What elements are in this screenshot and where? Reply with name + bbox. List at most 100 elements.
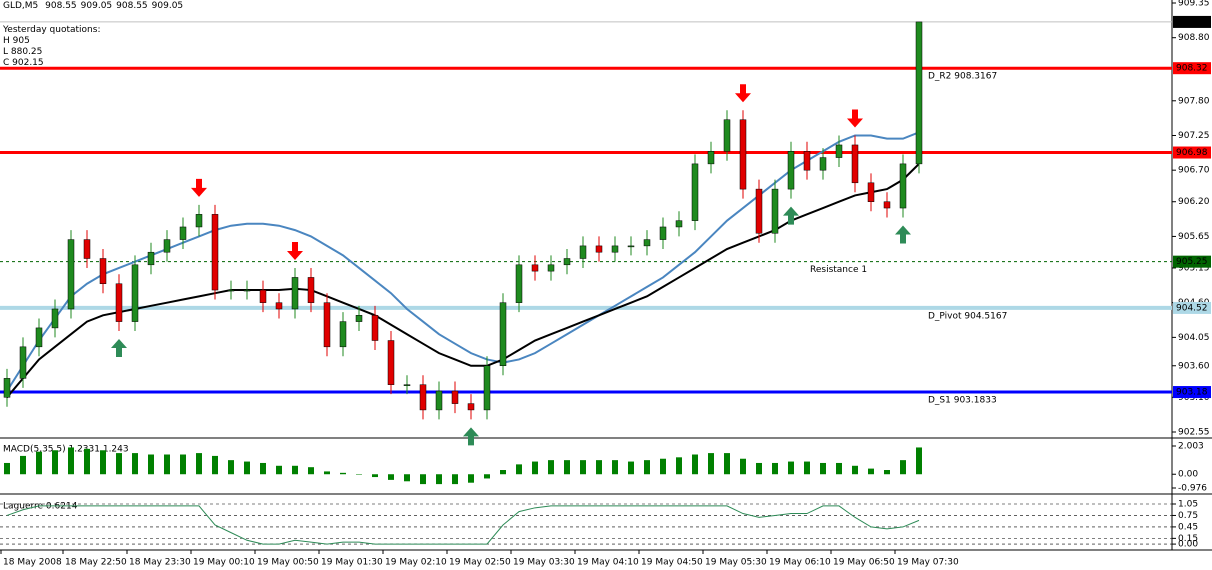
macd-bar — [388, 474, 394, 480]
x-tick-label: 18 May 2008 — [3, 558, 62, 568]
macd-bar — [548, 460, 554, 475]
macd-bar — [676, 457, 682, 475]
note: Yesterday quotations: — [3, 25, 101, 35]
y-tick-label: 0.00 — [1178, 540, 1198, 550]
macd-bar — [724, 453, 730, 475]
candle-body — [755, 188, 763, 234]
x-tick-label: 19 May 04:10 — [577, 558, 639, 568]
candle-body — [899, 163, 907, 209]
y-tick-label: 906.20 — [1178, 197, 1210, 207]
x-tick-label: 19 May 05:30 — [705, 558, 767, 568]
candle-body — [147, 251, 155, 266]
y-tick-label: 2.003 — [1178, 442, 1204, 452]
candle-body — [915, 21, 923, 165]
candle-body — [835, 144, 843, 158]
candle-body — [723, 119, 731, 152]
macd-bar — [564, 460, 570, 475]
x-tick-label: 19 May 00:50 — [257, 558, 319, 568]
level-box — [1173, 255, 1211, 268]
macd-bar — [612, 460, 618, 475]
candle-body — [179, 226, 187, 240]
macd-bar — [868, 468, 874, 475]
macd-bar — [436, 474, 442, 485]
macd-bar — [20, 455, 26, 475]
y-tick-label: 904.05 — [1178, 333, 1210, 343]
macd-bar — [884, 470, 890, 475]
yesterday-block: Yesterday quotations: H 905 L 880.25 C 9… — [3, 25, 100, 69]
symbol: GLD,M5 — [3, 1, 39, 11]
candle-body — [547, 264, 555, 272]
macd-bar — [148, 454, 154, 475]
y-tick-label: 908.80 — [1178, 33, 1210, 43]
level-box — [1173, 386, 1211, 399]
macd-bar — [52, 450, 58, 475]
macd-bar — [244, 461, 250, 475]
x-tick-label: 19 May 04:50 — [641, 558, 703, 568]
macd-bar — [276, 465, 282, 475]
up-arrow — [463, 427, 479, 446]
candle-body — [211, 214, 219, 291]
quote: 908.55 — [45, 1, 77, 11]
candle-body — [499, 302, 507, 367]
level-value: 905.25 — [1176, 257, 1208, 267]
macd-bar — [756, 462, 762, 475]
macd-bar — [100, 450, 106, 475]
x-tick-label: 19 May 02:10 — [385, 558, 447, 568]
x-tick-label: 19 May 01:30 — [321, 558, 383, 568]
macd-bar — [580, 460, 586, 475]
candle-body — [515, 264, 523, 303]
y-tick-label: 1.05 — [1178, 500, 1198, 510]
macd-bar — [452, 474, 458, 485]
macd-bar — [788, 461, 794, 475]
macd-bar — [804, 461, 810, 475]
level-box — [1173, 146, 1211, 159]
quote: 909.05 — [151, 1, 184, 11]
y-tick-label: 907.80 — [1178, 96, 1210, 106]
macd-bar — [164, 454, 170, 475]
candle-body — [611, 245, 619, 253]
candle-body — [115, 283, 123, 322]
header: GLD,M5 908.55 909.05 908.55 909.05 — [3, 1, 187, 12]
candle-body — [739, 119, 747, 190]
macd-bar — [116, 453, 122, 475]
macd-bar — [372, 474, 378, 478]
candle-body — [883, 201, 891, 209]
level-name: D_Pivot 904.5167 — [928, 311, 1007, 321]
candle-body — [35, 327, 43, 348]
level-value: 903.18 — [1176, 388, 1208, 398]
macd-bar — [196, 453, 202, 475]
y-tick-label: 0.45 — [1178, 522, 1198, 532]
candle-body — [787, 151, 795, 190]
y-tick-label: 903.60 — [1178, 361, 1210, 371]
candle-body — [67, 239, 75, 310]
macd-bar — [772, 462, 778, 475]
last-price-box — [1173, 15, 1211, 28]
candle-body — [131, 264, 139, 322]
macd-bar — [404, 474, 410, 482]
macd-bar — [692, 454, 698, 475]
candle-body — [275, 302, 283, 310]
down-arrow — [735, 84, 751, 103]
macd-bar — [340, 472, 346, 475]
x-tick-label: 19 May 02:50 — [449, 558, 511, 568]
candle-body — [403, 384, 411, 386]
quote: 909.05 — [80, 1, 113, 11]
moving-average — [6, 131, 920, 392]
candle-body — [419, 384, 427, 411]
macd-bar — [68, 447, 74, 475]
level-value: 904.52 — [1176, 303, 1208, 313]
candle-body — [195, 214, 203, 228]
candle-body — [355, 315, 363, 322]
y-tick-label: 909.35 — [1178, 0, 1210, 9]
y-tick-label: 0.75 — [1178, 511, 1198, 521]
candle-body — [867, 182, 875, 202]
down-arrow — [191, 178, 207, 197]
macd-bar — [516, 464, 522, 475]
macd-bar — [628, 461, 634, 475]
x-tick-label: 19 May 06:10 — [769, 558, 831, 568]
candle-body — [531, 264, 539, 272]
level-box — [1173, 301, 1211, 314]
candle-body — [307, 277, 315, 303]
x-tick-label: 19 May 00:10 — [193, 558, 255, 568]
